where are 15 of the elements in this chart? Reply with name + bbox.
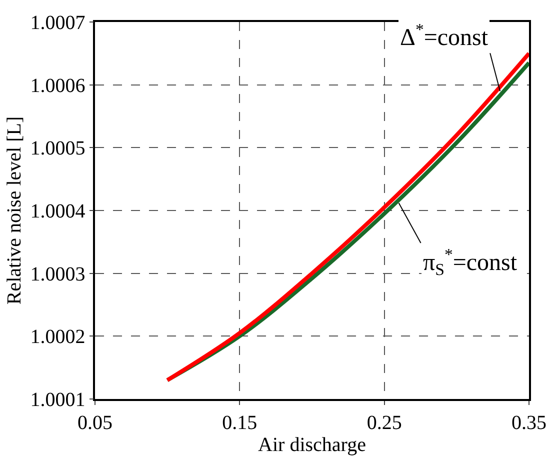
x-tick-label: 0.25 [366, 412, 402, 434]
y-axis-title: Relative noise level [L] [3, 116, 26, 305]
x-axis-title: Air discharge [258, 434, 366, 456]
y-tick-label: 1.0001 [30, 389, 86, 411]
y-tick-label: 1.0006 [30, 74, 86, 97]
y-tick-label: 1.0005 [30, 138, 86, 160]
y-tick-label: 1.0003 [30, 263, 86, 286]
x-tick-label: 0.35 [512, 412, 546, 434]
y-tick-label: 1.0002 [30, 326, 86, 348]
annotation: Δ$^{*}$=const [400, 20, 488, 52]
x-tick-label: 0.05 [78, 412, 112, 434]
annotation: π$_{S}$$^{*}$=const [423, 245, 518, 280]
y-tick-label: 1.0007 [30, 12, 86, 34]
x-tick-label: 0.15 [222, 412, 258, 434]
y-tick-label: 1.0004 [30, 200, 86, 222]
